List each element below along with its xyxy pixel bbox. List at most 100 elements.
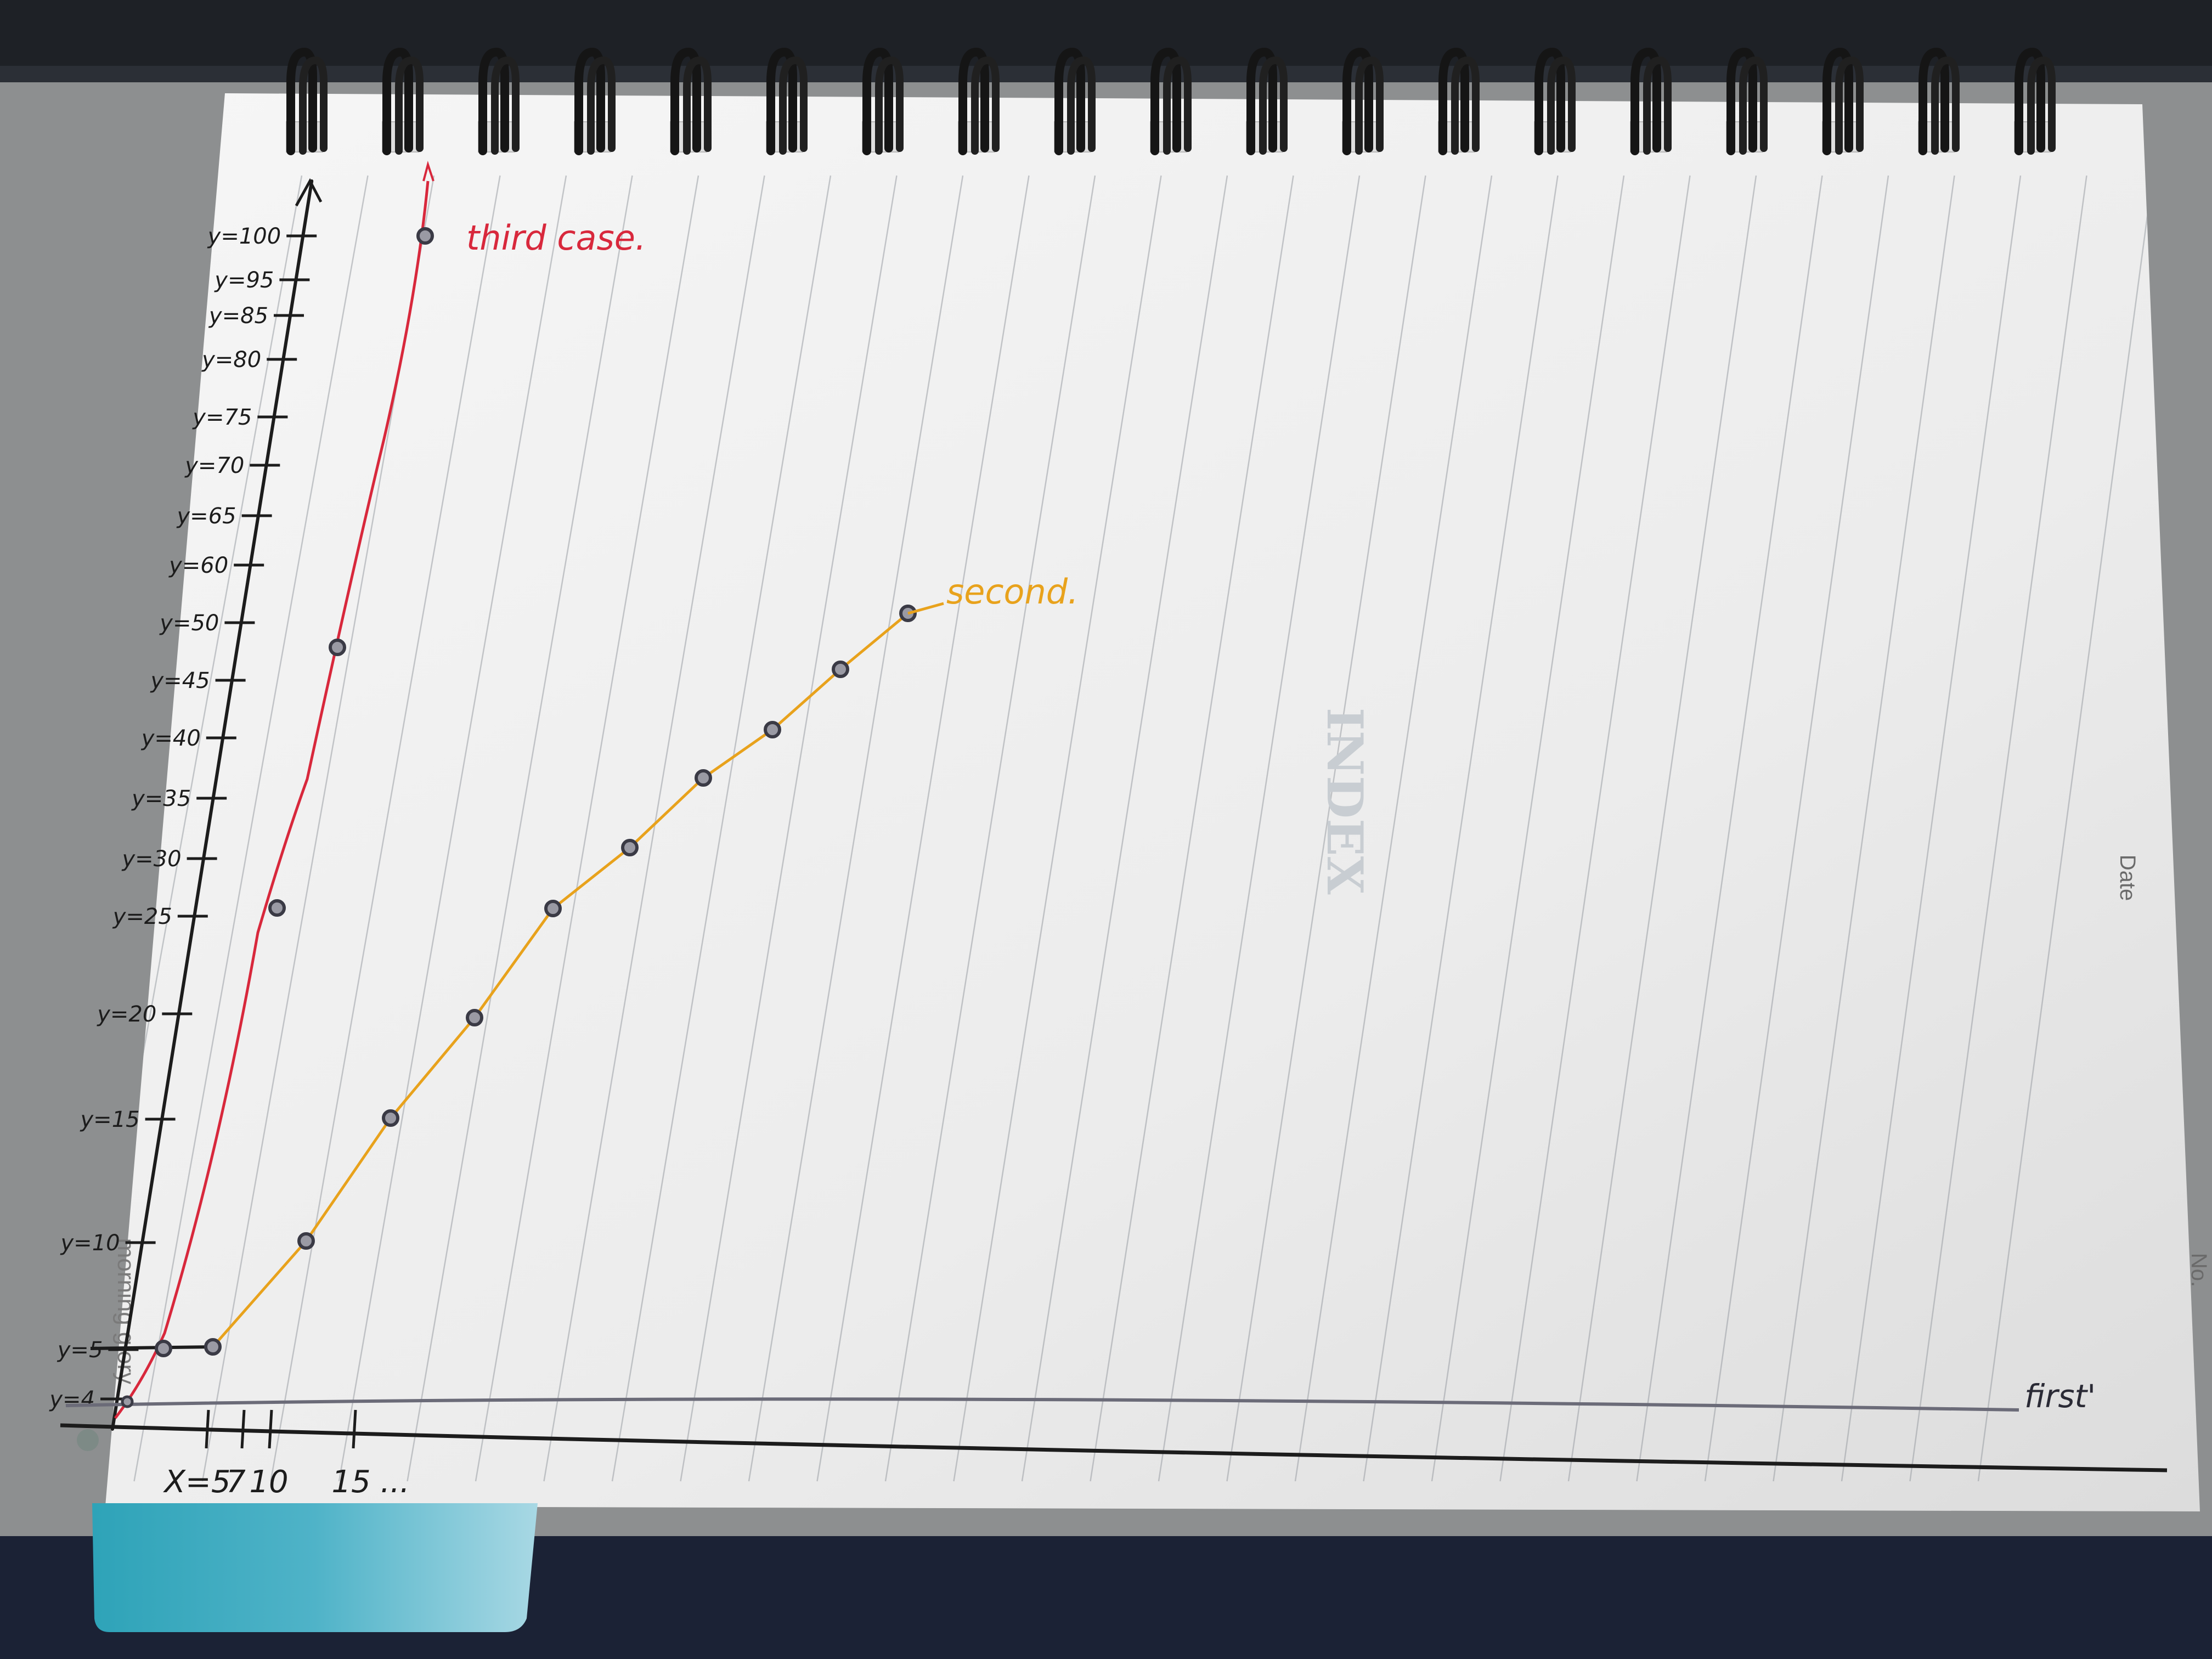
spiral-ring bbox=[779, 56, 808, 155]
ruled-line bbox=[748, 175, 964, 1482]
series-label-first: first' bbox=[2024, 1378, 2096, 1415]
data-point-second bbox=[544, 900, 562, 917]
data-point-third bbox=[268, 899, 286, 917]
y-tick-label: y=65 bbox=[177, 504, 236, 529]
spiral-ring bbox=[1259, 56, 1288, 155]
ruled-line bbox=[1021, 175, 1228, 1482]
data-point-second bbox=[621, 839, 639, 856]
chart-series: first' second. third case. bbox=[65, 161, 2096, 1419]
ruled-line bbox=[1363, 175, 1559, 1482]
ruled-line bbox=[270, 175, 501, 1482]
chart-ticks: y=4 y=5 y=10 y=15 y=20 y=25 y=30 y=35 y=40 y=45 y=… bbox=[49, 224, 409, 1500]
keyboard-edge bbox=[0, 66, 2212, 82]
spiral-ring bbox=[1931, 56, 1960, 155]
series-label-second: second. bbox=[946, 572, 1079, 612]
brand-logo-icon bbox=[77, 1429, 99, 1451]
y-tick-label: y=10 bbox=[60, 1231, 120, 1256]
spiral-ring bbox=[2015, 47, 2045, 155]
ruled-line bbox=[1158, 175, 1361, 1482]
series-line-first bbox=[65, 1397, 2019, 1412]
x-tick-label: ... bbox=[380, 1464, 409, 1500]
spiral-ring bbox=[2027, 56, 2056, 155]
spiral-ring bbox=[1739, 56, 1768, 155]
ruled-line bbox=[543, 175, 765, 1482]
ruled-line bbox=[133, 175, 369, 1482]
notebook-page bbox=[105, 93, 2200, 1511]
x-axis bbox=[60, 1423, 2168, 1472]
spiral-ring bbox=[1534, 47, 1565, 155]
spiral-ring bbox=[1438, 47, 1469, 155]
spiral-ring bbox=[1630, 47, 1661, 155]
spiral-ring bbox=[286, 47, 317, 155]
spiral-ring bbox=[1054, 47, 1085, 155]
series-label-leader bbox=[907, 602, 944, 615]
data-point-third bbox=[416, 227, 434, 245]
ruled-line bbox=[680, 175, 898, 1482]
ruled-line bbox=[1773, 175, 1955, 1482]
series-line-third bbox=[114, 180, 430, 1419]
x-tick bbox=[352, 1409, 357, 1449]
ruled-line bbox=[816, 175, 1030, 1482]
y-tick-label: y=15 bbox=[80, 1107, 140, 1132]
index-tab bbox=[92, 1503, 538, 1632]
data-point-second bbox=[764, 721, 781, 738]
x-tick-label: 10 bbox=[249, 1464, 288, 1500]
spiral-ring bbox=[1342, 47, 1373, 155]
spiral-ring bbox=[683, 56, 712, 155]
y-tick-label: y=60 bbox=[168, 553, 228, 578]
y-tick-label: y=85 bbox=[208, 303, 268, 329]
data-point-second bbox=[832, 661, 849, 678]
spiral-ring bbox=[395, 56, 424, 155]
data-point-third bbox=[155, 1340, 172, 1357]
ruled-line bbox=[1567, 175, 1757, 1482]
y-tick-label: y=95 bbox=[214, 268, 274, 293]
ruled-line bbox=[105, 175, 303, 1482]
y-tick-label: y=30 bbox=[122, 847, 182, 872]
spiral-ring bbox=[862, 47, 893, 155]
y-axis bbox=[111, 179, 314, 1431]
data-point-second bbox=[382, 1109, 399, 1127]
ruled-line bbox=[1294, 175, 1493, 1482]
ruled-line bbox=[953, 175, 1162, 1482]
keyboard bbox=[0, 0, 2212, 77]
spiral-ring bbox=[1835, 56, 1864, 155]
index-watermark: INDEX bbox=[1316, 708, 1374, 895]
spiral-ring bbox=[1547, 56, 1576, 155]
chart-axes bbox=[60, 178, 2168, 1472]
y-tick-label: y=70 bbox=[184, 453, 244, 478]
spiral-ring bbox=[1918, 47, 1949, 155]
ruled-line bbox=[1977, 175, 2154, 1482]
ruled-line bbox=[407, 175, 633, 1482]
brand-logo-text: morning glory bbox=[112, 1238, 139, 1385]
date-label: Date bbox=[2115, 855, 2140, 901]
ruled-line bbox=[884, 175, 1096, 1482]
x-tick bbox=[268, 1409, 273, 1449]
ruled-line bbox=[475, 175, 699, 1482]
y-tick-label: y=45 bbox=[150, 668, 210, 693]
y-tick-label: y=75 bbox=[192, 405, 252, 430]
spiral-ring bbox=[1067, 56, 1096, 155]
data-point-second bbox=[297, 1232, 315, 1250]
data-point-first bbox=[121, 1395, 134, 1408]
ruled-line bbox=[611, 175, 832, 1482]
spiral-ring bbox=[574, 47, 605, 155]
x-tick-label: X=5 bbox=[163, 1464, 231, 1500]
spiral-ring bbox=[1355, 56, 1384, 155]
spiral-ring bbox=[491, 56, 520, 155]
data-point-second bbox=[466, 1009, 483, 1026]
data-point-second bbox=[204, 1338, 222, 1356]
spiral-ring bbox=[1726, 47, 1757, 155]
spiral-ring bbox=[1246, 47, 1277, 155]
y-tick-label: y=4 bbox=[49, 1387, 95, 1412]
y-tick-label: y=35 bbox=[131, 786, 191, 811]
ruled-line bbox=[1090, 175, 1294, 1482]
spiral-ring bbox=[875, 56, 904, 155]
series-connector bbox=[90, 1345, 213, 1350]
ruled-line bbox=[338, 175, 567, 1482]
spiral-ring bbox=[299, 56, 328, 155]
spiral-ring bbox=[670, 47, 701, 155]
y-tick-label: y=100 bbox=[207, 224, 281, 249]
ruled-line bbox=[1499, 175, 1691, 1482]
y-axis-arrow bbox=[295, 178, 323, 207]
